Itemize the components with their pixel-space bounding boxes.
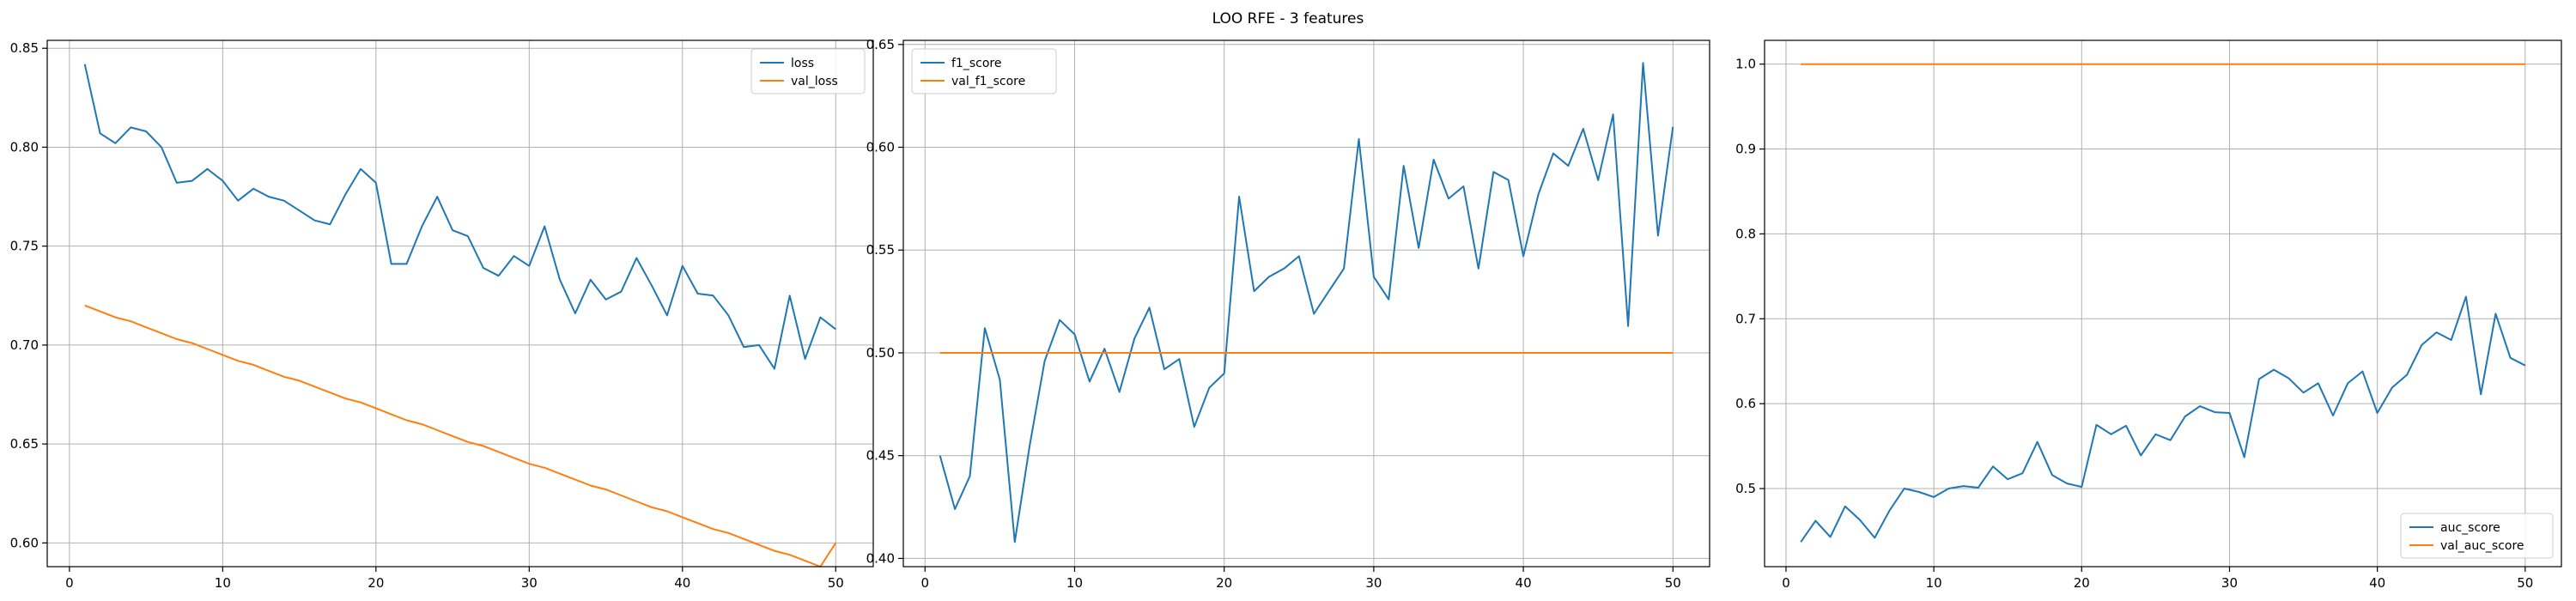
x-tick-label: 10 bbox=[215, 575, 231, 591]
series-line-loss bbox=[83, 64, 836, 370]
x-tick-label: 40 bbox=[1516, 575, 1532, 591]
x-tick-label: 20 bbox=[2074, 575, 2090, 591]
x-tick-label: 0 bbox=[920, 575, 929, 591]
y-tick-label: 0.8 bbox=[1735, 226, 1756, 241]
y-tick-label: 1.0 bbox=[1735, 57, 1756, 72]
x-tick-label: 20 bbox=[1216, 575, 1232, 591]
series-line-f1_score bbox=[939, 62, 1674, 543]
x-tick-label: 30 bbox=[521, 575, 538, 591]
y-tick-label: 0.50 bbox=[866, 345, 895, 361]
y-tick-label: 0.5 bbox=[1735, 481, 1756, 496]
x-tick-label: 40 bbox=[674, 575, 690, 591]
x-tick-label: 20 bbox=[368, 575, 384, 591]
figure-title: LOO RFE - 3 features bbox=[1212, 10, 1364, 27]
x-tick-label: 10 bbox=[1926, 575, 1942, 591]
plot-frame bbox=[902, 39, 1710, 568]
y-tick-label: 0.55 bbox=[866, 242, 895, 258]
y-tick-label: 0.80 bbox=[10, 139, 39, 155]
y-tick-label: 0.45 bbox=[866, 448, 895, 464]
y-tick-label: 0.6 bbox=[1735, 396, 1756, 411]
legend: loss val_loss bbox=[750, 48, 866, 94]
series-line-val_loss bbox=[84, 304, 837, 568]
legend: f1_score val_f1_score bbox=[911, 48, 1057, 94]
x-tick-label: 50 bbox=[2517, 575, 2533, 591]
chart-panel-1: 0 10 20 30 40 50 0.60 0.65 0.70 0.75 0.80 0.85 loss v… bbox=[10, 39, 874, 591]
y-tick-label: 0.40 bbox=[866, 550, 895, 566]
chart-panel-3: 0 10 20 30 40 50 0.5 0.6 0.7 0.8 0.9 1.0 auc_scoreva… bbox=[1735, 39, 2562, 591]
legend-label-auc_score: auc_score bbox=[2440, 521, 2500, 535]
x-tick-label: 40 bbox=[2369, 575, 2385, 591]
x-tick-label: 30 bbox=[2221, 575, 2238, 591]
legend-box bbox=[2400, 513, 2554, 559]
x-tick-label: 30 bbox=[1365, 575, 1382, 591]
legend-box bbox=[911, 48, 1057, 94]
legend-label-loss: loss bbox=[791, 57, 814, 70]
x-tick-label: 50 bbox=[1665, 575, 1681, 591]
legend-label-val_auc_score: val_auc_score bbox=[2440, 539, 2524, 553]
series-line-auc_score bbox=[1800, 295, 2526, 543]
y-tick-label: 0.7 bbox=[1735, 311, 1756, 326]
y-tick-label: 0.9 bbox=[1735, 142, 1756, 157]
chart-panel-2: 0 10 20 30 40 50 0.40 0.45 0.50 0.55 0.60 0.65 f1_sc… bbox=[866, 37, 1710, 591]
x-tick-label: 0 bbox=[65, 575, 74, 591]
legend-label-val_f1_score: val_f1_score bbox=[951, 75, 1025, 88]
y-tick-label: 0.70 bbox=[10, 337, 39, 353]
legend-box bbox=[750, 48, 866, 94]
legend-label-f1_score: f1_score bbox=[951, 57, 1001, 70]
y-tick-label: 0.65 bbox=[10, 436, 39, 452]
y-tick-label: 0.85 bbox=[10, 40, 39, 56]
y-tick-label: 0.60 bbox=[866, 140, 895, 155]
legend: auc_score val_auc_score bbox=[2400, 513, 2554, 559]
legend-label-val_loss: val_loss bbox=[791, 75, 838, 88]
x-tick-label: 10 bbox=[1066, 575, 1083, 591]
y-tick-label: 0.60 bbox=[10, 535, 39, 550]
plot-frame bbox=[1764, 39, 2562, 568]
y-tick-label: 0.65 bbox=[866, 37, 895, 52]
x-tick-label: 0 bbox=[1782, 575, 1790, 591]
x-tick-label: 50 bbox=[828, 575, 844, 591]
y-tick-label: 0.75 bbox=[10, 239, 39, 254]
plot-frame bbox=[46, 39, 874, 568]
